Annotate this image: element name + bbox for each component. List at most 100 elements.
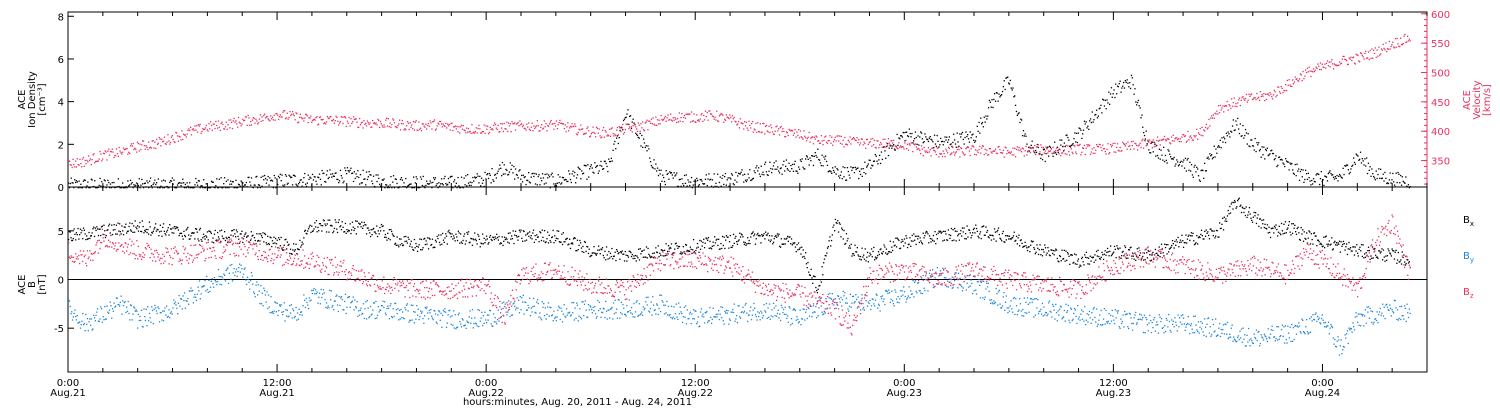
bx-point: [623, 253, 625, 255]
velocity-point: [282, 111, 284, 113]
velocity-point: [1288, 79, 1290, 81]
density-point: [719, 176, 721, 178]
bx-point: [929, 237, 931, 240]
bx-point: [1361, 255, 1363, 258]
velocity-point: [1335, 64, 1337, 66]
bx-point: [1040, 254, 1042, 256]
velocity-point: [826, 142, 829, 145]
velocity-point: [839, 135, 841, 137]
density-point: [802, 166, 804, 168]
velocity-point: [215, 120, 217, 123]
density-point: [690, 181, 692, 183]
bx-point: [149, 226, 151, 228]
bx-point: [1106, 251, 1108, 253]
velocity-point: [370, 126, 372, 128]
density-point: [343, 180, 345, 182]
bx-point: [809, 274, 811, 276]
velocity-point: [1230, 107, 1232, 110]
bx-point: [1050, 249, 1052, 251]
bx-point: [1244, 207, 1246, 210]
velocity-point: [82, 156, 85, 159]
velocity-point: [722, 114, 724, 116]
density-point: [968, 141, 971, 143]
velocity-point: [1313, 71, 1315, 73]
velocity-point: [203, 128, 206, 130]
velocity-point: [501, 123, 504, 125]
velocity-point: [187, 129, 189, 131]
velocity-point: [1206, 128, 1208, 130]
bx-point: [398, 238, 401, 240]
velocity-point: [163, 140, 165, 142]
velocity-point: [677, 121, 680, 123]
bx-point: [199, 227, 201, 230]
bx-point: [336, 228, 338, 230]
density-point: [1317, 173, 1319, 175]
velocity-point: [760, 131, 762, 134]
bx-point: [1362, 244, 1364, 246]
density-point: [785, 165, 787, 167]
bx-point: [805, 263, 808, 265]
density-point: [911, 132, 913, 135]
density-point: [685, 174, 687, 176]
bx-point: [411, 246, 413, 248]
density-point: [1208, 158, 1210, 160]
bx-point: [683, 251, 685, 253]
bx-point: [939, 230, 942, 232]
velocity-point: [148, 141, 150, 143]
density-point: [164, 180, 166, 182]
density-point: [186, 182, 188, 184]
bx-point: [1021, 242, 1023, 244]
density-point: [68, 187, 71, 189]
velocity-point: [305, 113, 307, 115]
velocity-point: [655, 116, 657, 118]
density-point: [927, 140, 930, 143]
velocity-point: [1347, 63, 1349, 65]
bx-point: [378, 233, 380, 235]
bx-point: [351, 221, 354, 223]
density-point: [697, 185, 700, 187]
velocity-point: [1245, 93, 1248, 96]
velocity-point: [1257, 97, 1259, 100]
bx-point: [633, 255, 635, 257]
velocity-point: [1211, 115, 1213, 117]
density-point: [1015, 110, 1018, 113]
density-point: [983, 116, 985, 118]
velocity-point: [746, 127, 748, 129]
bx-point: [79, 228, 82, 230]
bx-point: [764, 238, 766, 240]
bx-point: [1084, 254, 1086, 256]
velocity-point: [1078, 144, 1080, 146]
bx-point: [658, 256, 660, 258]
velocity-point: [809, 141, 811, 143]
velocity-point: [1063, 149, 1065, 151]
bx-point: [1319, 243, 1321, 245]
density-point: [327, 177, 329, 180]
velocity-point: [1213, 117, 1215, 119]
velocity-point: [1258, 96, 1260, 98]
density-point: [920, 131, 922, 133]
density-point: [1052, 155, 1054, 157]
velocity-point: [1283, 89, 1285, 92]
velocity-point: [865, 147, 867, 149]
density-point: [111, 182, 113, 184]
density-point: [636, 133, 638, 136]
bx-point: [1333, 242, 1335, 244]
velocity-point: [417, 129, 419, 131]
velocity-point: [330, 116, 332, 118]
velocity-point: [1262, 95, 1264, 97]
bx-point: [805, 252, 807, 254]
bx-point: [520, 229, 522, 231]
velocity-point: [1380, 53, 1382, 55]
density-point: [1058, 148, 1060, 150]
bx-point: [730, 246, 732, 248]
density-point: [1106, 99, 1108, 101]
bx-point: [954, 230, 956, 232]
velocity-point: [565, 131, 567, 133]
velocity-point: [1069, 146, 1072, 148]
bx-point: [808, 274, 811, 276]
density-point: [900, 135, 903, 137]
bx-point: [1065, 250, 1067, 252]
bx-point: [75, 239, 77, 241]
velocity-point: [738, 127, 741, 129]
density-point: [1197, 175, 1200, 177]
